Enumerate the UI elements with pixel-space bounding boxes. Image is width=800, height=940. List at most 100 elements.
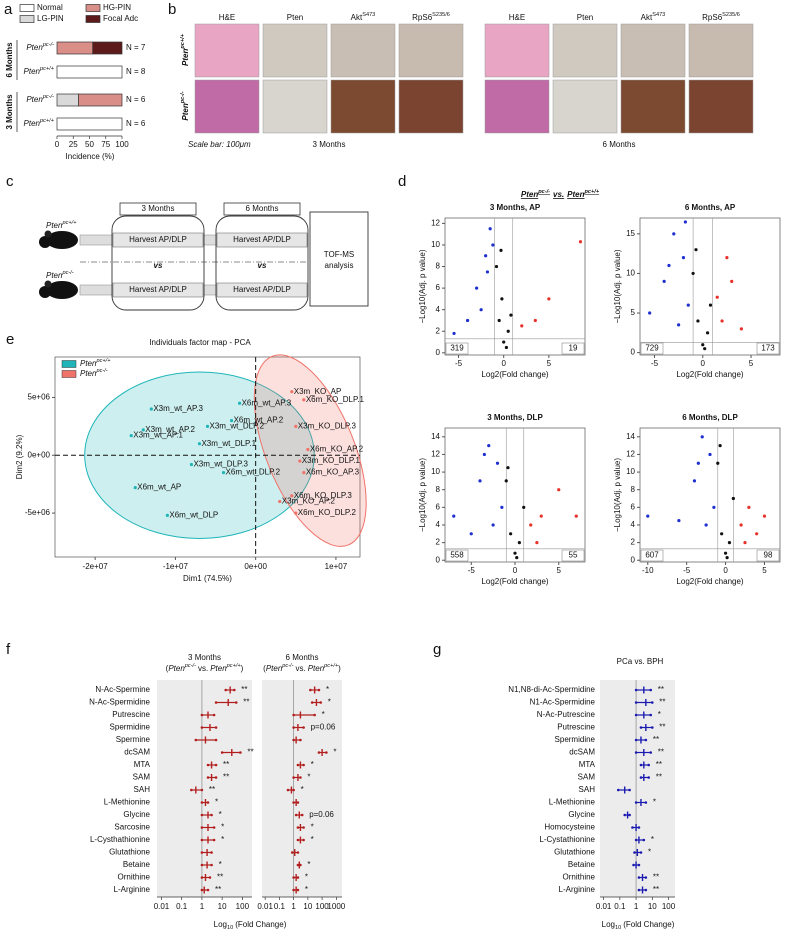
sample-point	[634, 701, 638, 704]
significance-label: **	[223, 760, 229, 769]
point-label: X3m_KO_DLP.3	[298, 421, 357, 430]
significance-label: *	[221, 823, 224, 832]
bar-segment	[78, 93, 123, 107]
plot-subtitle-part: pc-/-	[184, 663, 196, 669]
metabolite-label: SAM	[133, 773, 151, 782]
metabolite-label: L-Cysthathionine	[90, 835, 151, 844]
row-label-part: Pten	[181, 49, 190, 66]
row-label-part: pc-/-	[180, 91, 186, 104]
panel-title-part: Pten	[521, 190, 538, 199]
legend-label: Normal	[37, 3, 63, 12]
plot-subtitle-part: vs.	[295, 664, 305, 673]
x-axis-label: Log2(Fold change)	[676, 370, 743, 379]
mouse-label-part: pc-/-	[61, 270, 73, 276]
sample-point	[628, 813, 631, 817]
x-axis-label: Log2(Fold change)	[481, 577, 548, 586]
metabolite-label: N-Ac-Putrescine	[537, 710, 596, 719]
metabolite-label: N-Ac-Spermidine	[89, 698, 150, 707]
metabolite-label: Putrescine	[112, 710, 150, 719]
significance-label: *	[653, 798, 656, 807]
micrograph	[194, 23, 260, 78]
sample-point	[200, 813, 204, 817]
up-count: 98	[764, 551, 773, 560]
pca-point	[238, 401, 242, 405]
sample-point	[239, 751, 242, 754]
sample-point	[634, 738, 638, 742]
row-label-part: Pten	[24, 67, 41, 76]
plot-subtitle-part: pc-/-	[281, 663, 293, 669]
sample-point	[616, 788, 620, 792]
metabolite-label: N-Ac-Spermine	[95, 685, 150, 694]
x-tick-label: 25	[69, 140, 78, 149]
step-box	[216, 282, 308, 298]
sample-point	[317, 688, 321, 692]
y-axis-label: −Log10(Adj. p value)	[613, 249, 622, 323]
row-label-part: Pten	[26, 43, 43, 52]
sample-point	[233, 688, 236, 692]
volcano-point	[677, 323, 681, 327]
metabolite-label: SAH	[579, 785, 596, 794]
significance-label: *	[651, 835, 654, 844]
sample-point	[292, 713, 295, 717]
point-label: X6m_KO_DLP.2	[298, 508, 357, 517]
x-axis-label: Log10 (Fold Change)	[214, 920, 287, 931]
sample-point	[220, 751, 224, 754]
sample-point	[200, 838, 204, 842]
x-tick-label: 10	[218, 902, 227, 911]
plot-subtitle-part: )	[241, 664, 244, 673]
metabolite-label: L-Arginine	[114, 885, 151, 894]
column-header: H&E	[509, 13, 525, 22]
pca-point	[229, 418, 234, 423]
volcano-point	[723, 551, 728, 555]
pca-point	[290, 390, 294, 394]
sample-point	[319, 701, 323, 704]
x-tick-label: 1	[634, 902, 639, 911]
micrograph	[552, 79, 618, 134]
count-box	[640, 549, 664, 562]
sample-point	[637, 876, 641, 879]
count-box	[561, 549, 585, 562]
significance-label: **	[241, 685, 247, 694]
sample-point	[292, 801, 295, 804]
volcano-point	[720, 319, 724, 323]
x-tick-label: -5	[683, 566, 691, 575]
x-tick-label: 5	[557, 566, 562, 575]
sample-point	[200, 851, 204, 854]
sample-point	[634, 713, 638, 717]
group-label: 3 Months	[5, 94, 14, 130]
sample-point	[637, 888, 641, 892]
n-label: N = 6	[126, 95, 146, 104]
sample-point	[296, 826, 300, 829]
x-tick-label: 1e+07	[325, 562, 348, 571]
plot-subtitle-part: (	[263, 664, 266, 673]
row-label: Ptenpc-/-	[26, 94, 54, 104]
mouse-label-part: Pten	[46, 221, 63, 230]
sample-point	[649, 713, 653, 717]
y-tick-label: 6	[436, 502, 441, 511]
sample-point	[290, 851, 294, 854]
significance-label: **	[658, 748, 664, 757]
column-header-part: Akt	[641, 13, 653, 22]
sample-point	[296, 876, 300, 879]
significance-label: **	[243, 698, 249, 707]
micrograph	[194, 79, 260, 134]
analysis-label: analysis	[325, 261, 354, 270]
legend-swatch	[85, 4, 101, 12]
mouse-body	[46, 231, 78, 249]
x-tick-label: 0	[723, 566, 728, 575]
metabolite-label: N1-Ac-Spermidine	[530, 698, 596, 707]
sample-point	[292, 788, 295, 792]
point-label: X3m_wt_AP.3	[153, 404, 203, 413]
volcano-point	[739, 327, 743, 331]
micrograph	[620, 23, 686, 78]
volcano-point	[739, 523, 743, 527]
y-tick-label: 4	[631, 520, 636, 529]
x-tick-label: 100	[662, 902, 676, 911]
timepoint-header	[223, 202, 301, 216]
volcano-point	[692, 479, 697, 483]
comparison-label: vs	[258, 261, 267, 270]
sample-point	[200, 826, 204, 829]
legend-label: HG-PIN	[103, 3, 131, 12]
